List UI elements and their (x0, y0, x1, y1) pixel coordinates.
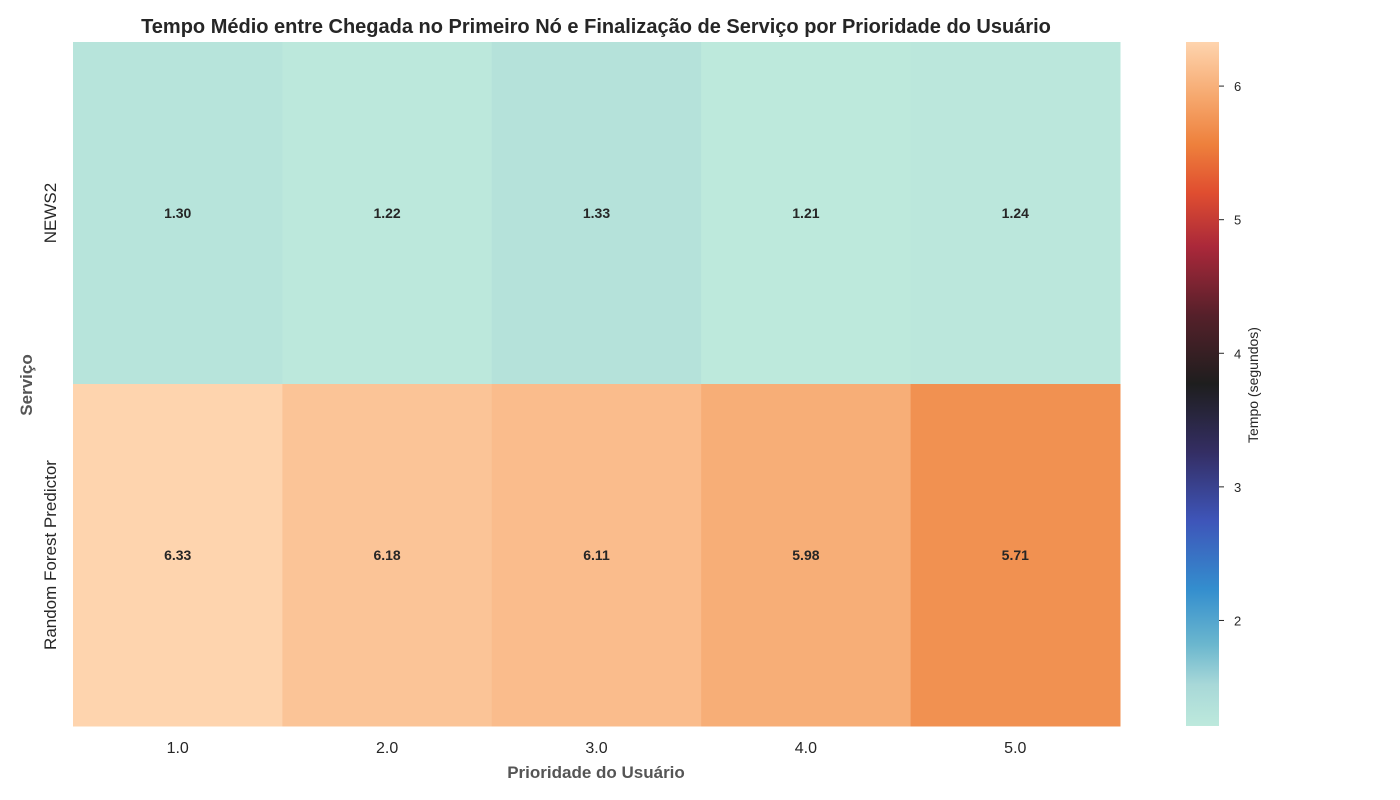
colorbar-tick-label: 6 (1234, 79, 1241, 94)
colorbar (1186, 42, 1219, 726)
x-tick-label: 2.0 (376, 740, 398, 757)
colorbar-ticks: 2 3 4 5 6 (1219, 79, 1241, 628)
cell-value-label: 1.24 (1002, 205, 1029, 221)
colorbar-tick-label: 5 (1234, 213, 1241, 228)
x-tick-label: 5.0 (1004, 740, 1026, 757)
y-tick-label: Random Forest Predictor (41, 460, 60, 650)
cell-value-label: 5.98 (792, 547, 819, 563)
cell-value-label: 1.22 (373, 205, 400, 221)
x-tick-labels: 1.0 2.0 3.0 4.0 5.0 (167, 740, 1027, 757)
chart-title: Tempo Médio entre Chegada no Primeiro Nó… (141, 16, 1051, 38)
heatmap-cells: 1.30 1.22 1.33 1.21 1.24 6.33 6.18 6.11 5.98 5.71 (73, 42, 1121, 727)
cell-value-label: 1.33 (583, 205, 610, 221)
cell-value-label: 1.21 (792, 205, 819, 221)
colorbar-tick-label: 4 (1234, 346, 1241, 361)
heatmap-cell (701, 384, 912, 727)
heatmap-cell (73, 42, 283, 385)
x-tick-label: 1.0 (167, 740, 189, 757)
heatmap-cell (491, 42, 702, 385)
x-tick-label: 4.0 (795, 740, 817, 757)
cell-value-label: 5.71 (1002, 547, 1029, 563)
x-axis-label: Prioridade do Usuário (507, 763, 685, 782)
cell-value-label: 6.33 (164, 547, 191, 563)
y-axis-label: Serviço (17, 354, 36, 415)
heatmap-cell (282, 384, 493, 727)
x-tick-label: 3.0 (585, 740, 607, 757)
cell-value-label: 6.18 (373, 547, 400, 563)
heatmap-cell (73, 384, 283, 727)
cell-value-label: 1.30 (164, 205, 191, 221)
y-tick-label: NEWS2 (41, 183, 60, 243)
heatmap-cell (701, 42, 912, 385)
colorbar-label: Tempo (segundos) (1245, 327, 1261, 443)
cell-value-label: 6.11 (583, 547, 610, 563)
heatmap-cell (282, 42, 493, 385)
y-tick-labels: NEWS2 Random Forest Predictor (41, 183, 60, 650)
heatmap-cell (910, 42, 1121, 385)
colorbar-tick-label: 3 (1234, 480, 1241, 495)
colorbar-tick-label: 2 (1234, 613, 1241, 628)
heatmap-cell (910, 384, 1121, 727)
heatmap-cell (491, 384, 702, 727)
